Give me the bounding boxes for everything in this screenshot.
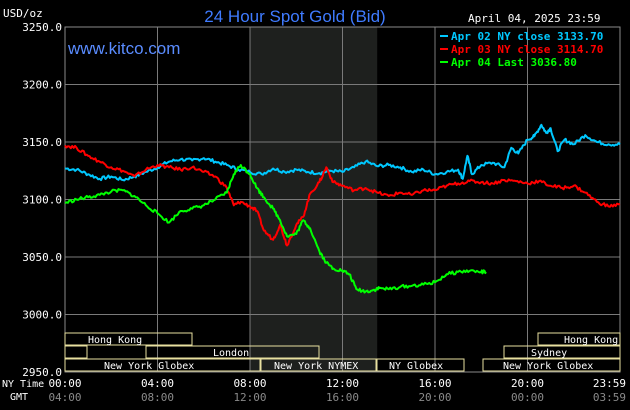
session-box-hong-kong-2 — [537, 332, 621, 346]
x-tick-label-gmt: 08:00 — [141, 391, 174, 404]
x-tick-label-gmt: 04:00 — [48, 391, 81, 404]
x-tick-label-ny: 12:00 — [326, 377, 359, 390]
session-label-new-york-nymex: New York NYMEX — [274, 361, 358, 372]
x-tick-label-ny: 23:59 — [593, 377, 626, 390]
ny-time-label: NY Time — [2, 379, 44, 390]
y-axis: 3250.0 3200.0 3150.0 3100.0 3050.0 3000.0 2950… — [22, 21, 62, 379]
series-lines — [64, 123, 621, 294]
x-tick-label-gmt: 03:59 — [593, 391, 626, 404]
y-tick-label: 3250.0 — [22, 21, 62, 34]
session-box-ny-globex — [376, 358, 465, 372]
y-tick-label: 3050.0 — [22, 251, 62, 264]
x-tick-label-ny: 04:00 — [141, 377, 174, 390]
session-box-hong-kong-1 — [64, 332, 193, 346]
session-box-early — [64, 345, 88, 359]
site-watermark: www.kitco.com — [67, 39, 180, 58]
session-box-new-york-globex-2 — [482, 358, 621, 372]
y-tick-label: 3100.0 — [22, 194, 62, 207]
chart-title: 24 Hour Spot Gold (Bid) — [204, 7, 385, 26]
gmt-label: GMT — [10, 392, 28, 403]
market-sessions: Hong Kong London New York Globex New Yor… — [64, 332, 621, 372]
unit-label: USD/oz — [3, 7, 43, 20]
chart-datetime: April 04, 2025 23:59 — [468, 12, 600, 25]
session-box-london — [145, 345, 320, 359]
legend-label-1: Apr 02 NY close 3133.70 — [451, 30, 603, 43]
x-tick-label-ny: 20:00 — [511, 377, 544, 390]
session-box-new-york-nymex — [260, 358, 377, 372]
y-tick-label: 3200.0 — [22, 79, 62, 92]
session-box-new-york-globex-1 — [64, 358, 261, 372]
plot-area — [64, 26, 621, 373]
grid-lines — [64, 26, 621, 373]
x-tick-label-gmt: 00:00 — [511, 391, 544, 404]
x-axis: 00:00 04:00 08:00 12:00 16:00 20:00 23:5904:00… — [48, 377, 626, 404]
session-label-ny-globex: NY Globex — [389, 361, 443, 372]
legend-label-3: Apr 04 Last 3036.80 — [451, 56, 577, 69]
session-label-new-york-globex-2: New York Globex — [503, 361, 593, 372]
x-tick-label-gmt: 16:00 — [326, 391, 359, 404]
legend-label-2: Apr 03 NY close 3114.70 — [451, 43, 603, 56]
session-label-new-york-globex-1: New York Globex — [104, 361, 194, 372]
y-tick-label: 3000.0 — [22, 309, 62, 322]
series-line-2 — [64, 144, 621, 247]
x-tick-label-ny: 00:00 — [48, 377, 81, 390]
x-tick-label-gmt: 12:00 — [233, 391, 266, 404]
plot-frame — [64, 26, 621, 373]
y-tick-label: 2950.0 — [22, 366, 62, 379]
x-tick-label-ny: 16:00 — [418, 377, 451, 390]
y-tick-label: 3150.0 — [22, 136, 62, 149]
session-label-hong-kong-1: Hong Kong — [88, 335, 142, 346]
session-label-sydney: Sydney — [531, 348, 567, 359]
session-label-london: London — [213, 348, 249, 359]
series-line-3 — [64, 164, 487, 294]
series-line-1 — [64, 123, 621, 182]
x-tick-label-ny: 08:00 — [233, 377, 266, 390]
session-label-hong-kong-2: Hong Kong — [564, 335, 618, 346]
session-box-sydney — [503, 345, 621, 359]
x-tick-label-gmt: 20:00 — [418, 391, 451, 404]
